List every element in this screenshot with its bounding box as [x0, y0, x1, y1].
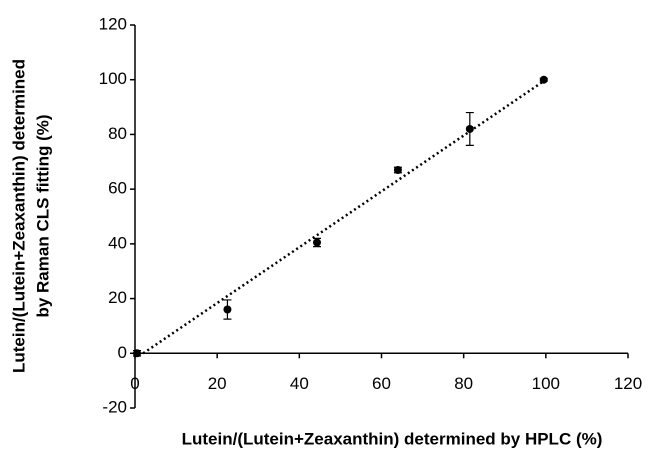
x-tick-label: 20 — [208, 374, 227, 393]
y-axis-title: by Raman CLS fitting (%) — [33, 114, 52, 317]
y-tick-label: 120 — [99, 14, 127, 33]
y-axis-title: Lutein/(Lutein+Zeaxanthin) determined — [9, 59, 28, 373]
data-point — [465, 124, 474, 133]
y-tick-label: -20 — [102, 397, 127, 416]
y-tick-label: 60 — [108, 179, 127, 198]
y-tick-label: 40 — [108, 233, 127, 252]
x-tick-label: 100 — [532, 374, 560, 393]
x-tick-label: 80 — [454, 374, 473, 393]
trendline — [142, 78, 547, 355]
data-point — [223, 305, 232, 314]
y-tick-label: 100 — [99, 69, 127, 88]
x-tick-label: 60 — [372, 374, 391, 393]
data-point — [312, 238, 321, 247]
y-tick-label: 80 — [108, 124, 127, 143]
data-point — [539, 75, 548, 84]
x-tick-label: 120 — [614, 374, 642, 393]
y-tick-label: 0 — [118, 343, 127, 362]
x-tick-label: 40 — [290, 374, 309, 393]
x-tick-label: 0 — [130, 374, 139, 393]
data-point — [393, 165, 402, 174]
x-axis-title: Lutein/(Lutein+Zeaxanthin) determined by… — [182, 429, 603, 448]
y-tick-label: 20 — [108, 288, 127, 307]
data-point — [133, 349, 142, 358]
